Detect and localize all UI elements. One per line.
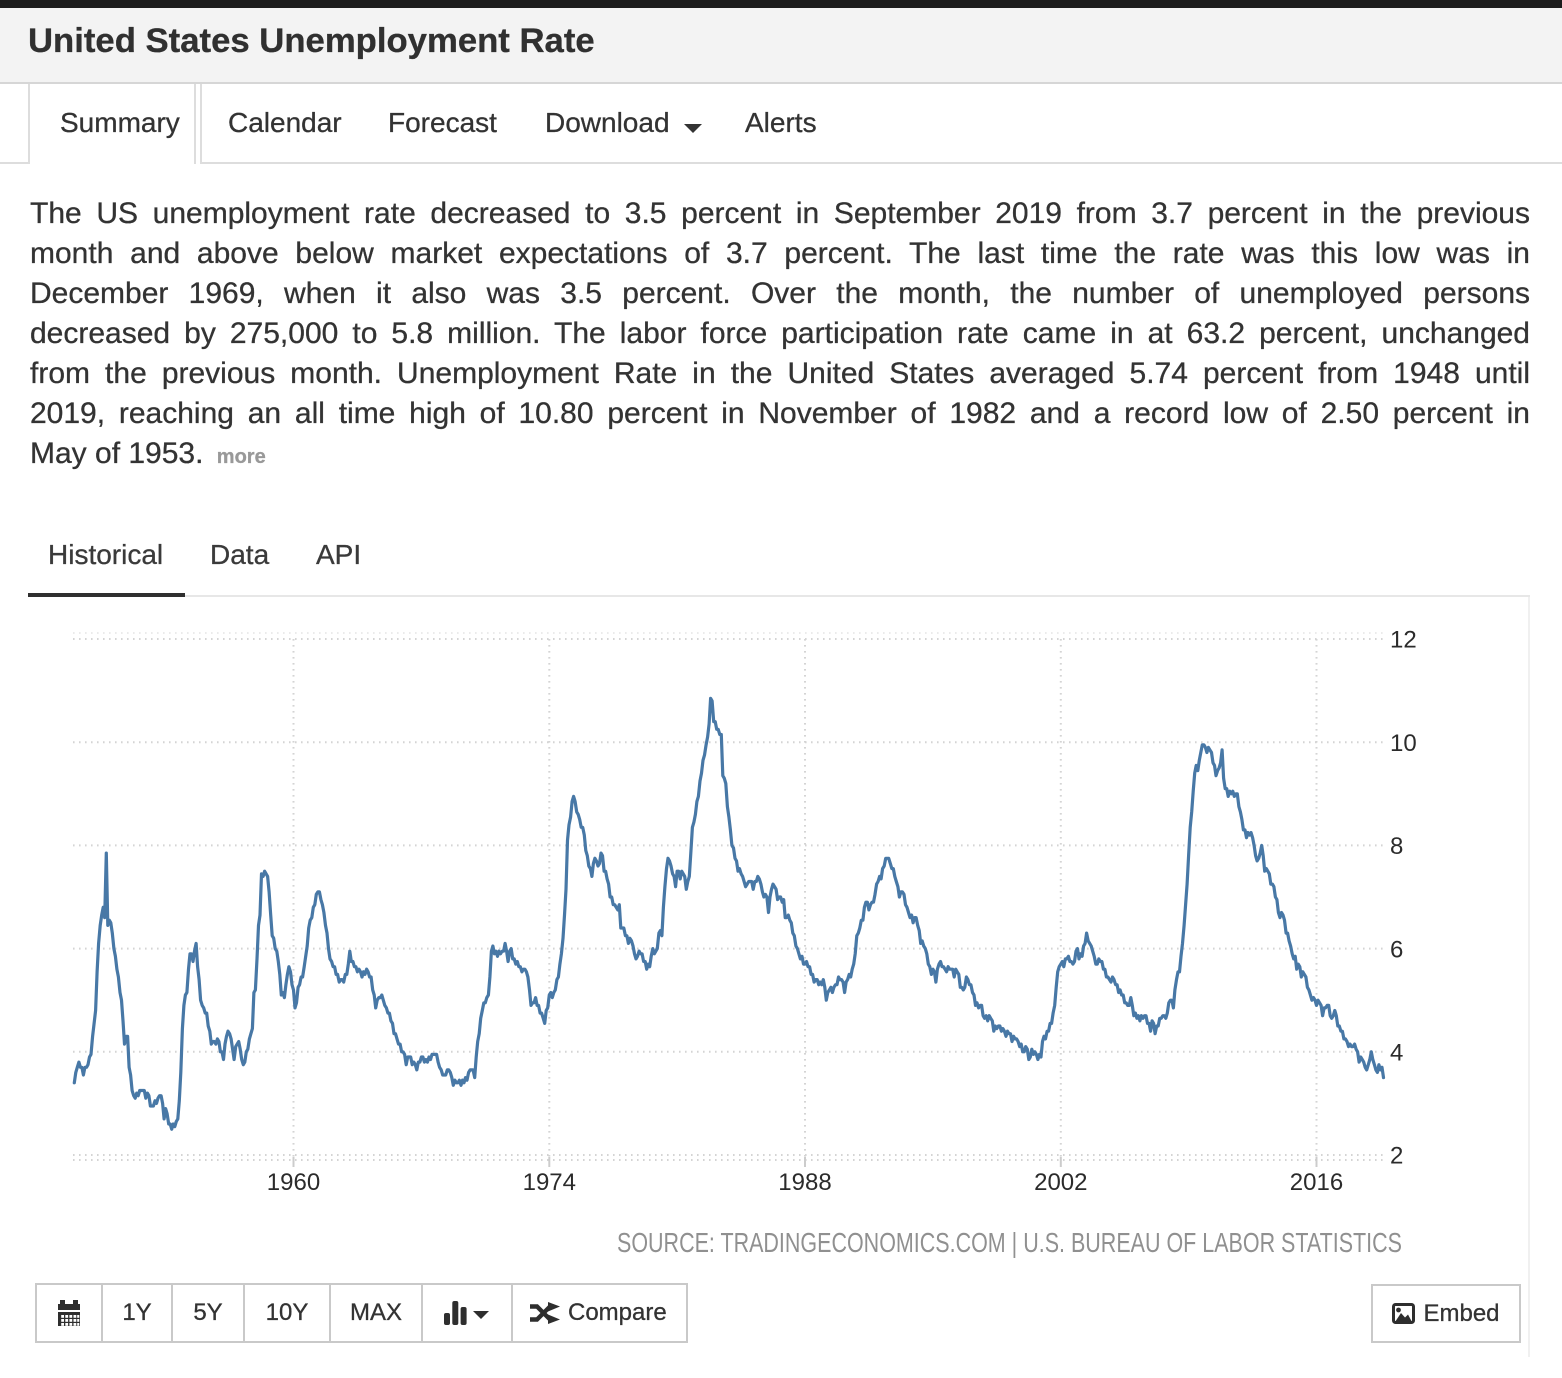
svg-text:SOURCE: TRADINGECONOMICS.COM |: SOURCE: TRADINGECONOMICS.COM | U.S. BURE… xyxy=(617,1227,1402,1258)
svg-text:2016: 2016 xyxy=(1290,1169,1343,1196)
svg-text:6: 6 xyxy=(1390,936,1403,963)
svg-text:10: 10 xyxy=(1390,730,1417,757)
svg-text:2: 2 xyxy=(1390,1143,1403,1170)
svg-text:1974: 1974 xyxy=(523,1169,576,1196)
svg-text:12: 12 xyxy=(1390,627,1417,654)
svg-text:1988: 1988 xyxy=(778,1169,831,1196)
svg-text:4: 4 xyxy=(1390,1040,1403,1067)
svg-text:2002: 2002 xyxy=(1034,1169,1087,1196)
svg-text:1960: 1960 xyxy=(267,1169,320,1196)
svg-text:8: 8 xyxy=(1390,833,1403,860)
